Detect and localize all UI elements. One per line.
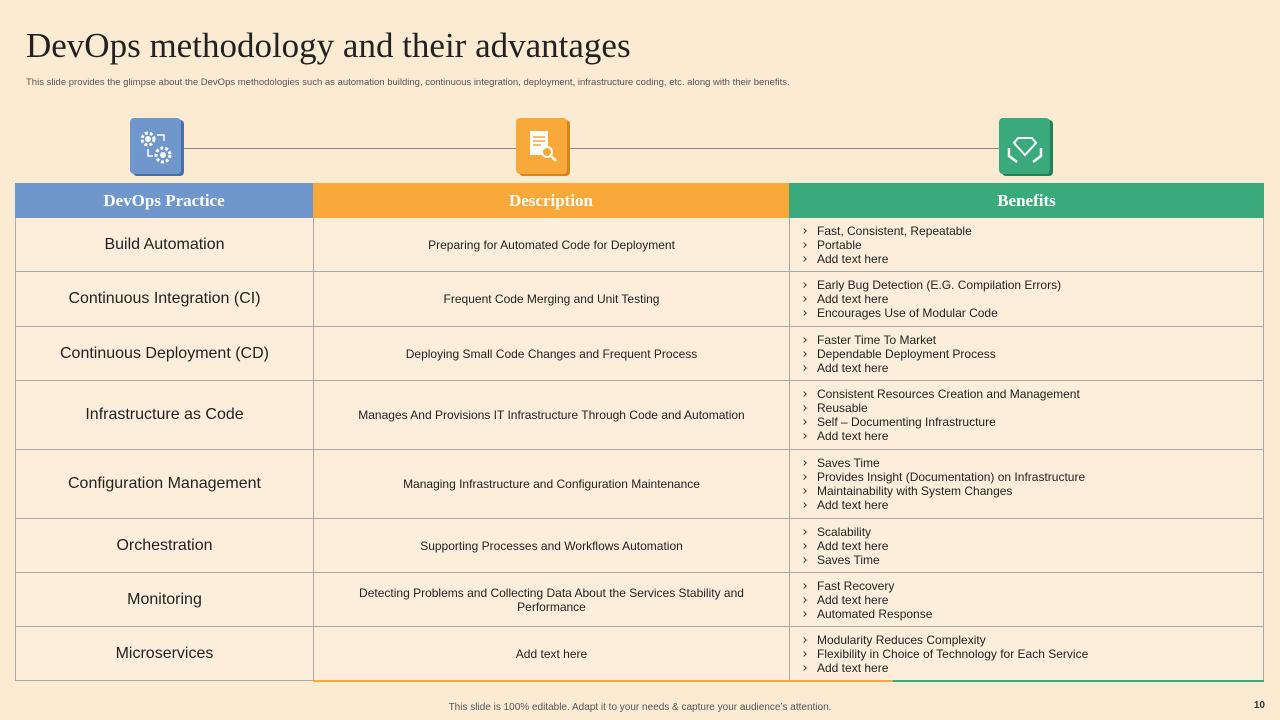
benefits-cell: Faster Time To Market Dependable Deployme… — [789, 327, 1264, 381]
benefit-item: Provides Insight (Documentation) on Infr… — [802, 470, 1085, 484]
benefit-item: Add text here — [802, 361, 996, 375]
benefit-item: Modularity Reduces Complexity — [802, 633, 1088, 647]
benefit-item: Reusable — [802, 401, 1080, 415]
column-header: DevOps Practice — [15, 183, 313, 218]
benefits-list: Saves Time Provides Insight (Documentatio… — [802, 456, 1085, 512]
benefit-item: Early Bug Detection (E.G. Compilation Er… — [802, 278, 1061, 292]
benefit-item: Add text here — [802, 539, 888, 553]
benefit-item: Saves Time — [802, 553, 888, 567]
description-cell: Manages And Provisions IT Infrastructure… — [313, 381, 789, 450]
description-cell: Add text here — [313, 627, 789, 681]
practice-cell: Build Automation — [15, 218, 313, 272]
description-cell: Detecting Problems and Collecting Data A… — [313, 573, 789, 627]
benefits-list: Scalability Add text here Saves Time — [802, 525, 888, 567]
benefit-item: Add text here — [802, 498, 1085, 512]
benefits-list: Fast Recovery Add text here Automated Resp… — [802, 579, 932, 621]
benefit-item: Fast, Consistent, Repeatable — [802, 224, 972, 238]
benefits-cell: Modularity Reduces Complexity Flexibility… — [789, 627, 1264, 681]
description-cell: Frequent Code Merging and Unit Testing — [313, 272, 789, 327]
connector — [184, 148, 516, 149]
title: DevOps methodology and their advantages — [26, 26, 631, 65]
benefits-cell: Fast, Consistent, Repeatable Portable Add … — [789, 218, 1264, 272]
benefits-list: Early Bug Detection (E.G. Compilation Er… — [802, 278, 1061, 320]
icon-diamond-hands — [999, 118, 1053, 176]
column-header: Description — [313, 183, 789, 218]
subtitle: This slide provides the glimpse about th… — [26, 77, 790, 88]
practice-cell: Orchestration — [15, 519, 313, 573]
benefits-cell: Fast Recovery Add text here Automated Resp… — [789, 573, 1264, 627]
column-header: Benefits — [789, 183, 1264, 218]
description-cell: Preparing for Automated Code for Deploym… — [313, 218, 789, 272]
benefit-item: Add text here — [802, 292, 1061, 306]
benefit-item: Automated Response — [802, 607, 932, 621]
benefit-item: Add text here — [802, 661, 1088, 675]
description-cell: Supporting Processes and Workflows Autom… — [313, 519, 789, 573]
benefits-cell: Consistent Resources Creation and Manage… — [789, 381, 1264, 450]
description-cell: Deploying Small Code Changes and Frequen… — [313, 327, 789, 381]
connector — [570, 148, 1000, 149]
benefits-list: Consistent Resources Creation and Manage… — [802, 387, 1080, 443]
benefits-list: Modularity Reduces Complexity Flexibility… — [802, 633, 1088, 675]
benefit-item: Scalability — [802, 525, 888, 539]
practice-cell: Infrastructure as Code — [15, 381, 313, 450]
benefit-item: Fast Recovery — [802, 579, 932, 593]
icon-gears — [130, 118, 184, 176]
page-number: 10 — [1253, 700, 1265, 711]
benefit-item: Maintainability with System Changes — [802, 484, 1085, 498]
benefit-item: Flexibility in Choice of Technology for … — [802, 647, 1088, 661]
table-bottom-accent — [313, 680, 1264, 682]
benefit-item: Consistent Resources Creation and Manage… — [802, 387, 1080, 401]
benefits-cell: Saves Time Provides Insight (Documentatio… — [789, 450, 1264, 519]
benefit-item: Self – Documenting Infrastructure — [802, 415, 1080, 429]
benefit-item: Add text here — [802, 593, 932, 607]
benefits-list: Faster Time To Market Dependable Deployme… — [802, 333, 996, 375]
practice-cell: Continuous Integration (CI) — [15, 272, 313, 327]
benefits-cell: Early Bug Detection (E.G. Compilation Er… — [789, 272, 1264, 327]
practice-cell: Continuous Deployment (CD) — [15, 327, 313, 381]
benefit-item: Encourages Use of Modular Code — [802, 306, 1061, 320]
practice-cell: Microservices — [15, 627, 313, 681]
practice-cell: Monitoring — [15, 573, 313, 627]
benefit-item: Add text here — [802, 252, 972, 266]
practice-cell: Configuration Management — [15, 450, 313, 519]
benefit-item: Dependable Deployment Process — [802, 347, 996, 361]
benefits-list: Fast, Consistent, Repeatable Portable Add … — [802, 224, 972, 266]
description-cell: Managing Infrastructure and Configuratio… — [313, 450, 789, 519]
benefit-item: Portable — [802, 238, 972, 252]
table: DevOps Practice Description Benefits Build … — [15, 183, 1264, 682]
benefit-item: Add text here — [802, 429, 1080, 443]
benefit-item: Saves Time — [802, 456, 1085, 470]
benefit-item: Faster Time To Market — [802, 333, 996, 347]
benefits-cell: Scalability Add text here Saves Time — [789, 519, 1264, 573]
icon-document — [516, 118, 570, 176]
footer-note: This slide is 100% editable. Adapt it to… — [448, 702, 832, 713]
